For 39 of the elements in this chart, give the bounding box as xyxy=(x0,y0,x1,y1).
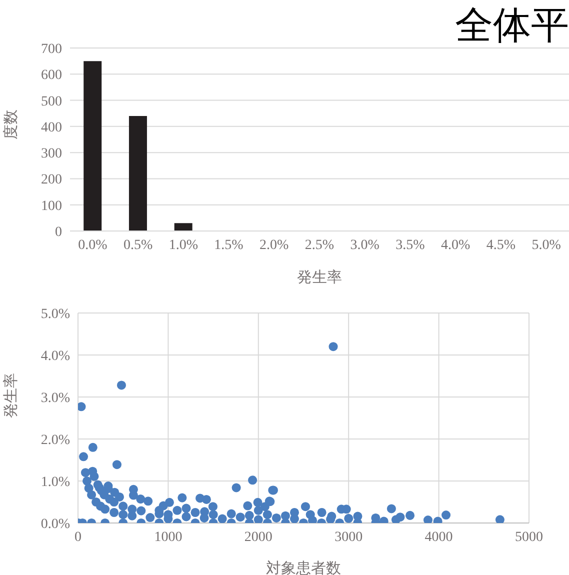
x-tick-label: 0 xyxy=(74,530,82,545)
x-tick-label: 1.0% xyxy=(168,238,198,253)
chart-title: 全体平 xyxy=(455,2,569,49)
bar xyxy=(84,61,102,231)
x-tick-label: 3.0% xyxy=(350,238,380,253)
y-tick-label: 0 xyxy=(55,224,62,240)
x-tick-label: 1000 xyxy=(154,530,182,545)
y-tick-label: 0.0% xyxy=(40,516,70,532)
y-tick-label: 700 xyxy=(41,42,62,57)
y-tick-label: 500 xyxy=(41,94,62,110)
y-tick-label: 400 xyxy=(41,120,62,136)
y-tick-label: 300 xyxy=(41,146,62,162)
x-tick-label: 2.5% xyxy=(304,238,334,253)
x-tick-label: 3.5% xyxy=(396,238,426,253)
x-tick-label: 3000 xyxy=(334,530,363,545)
y-axis-title: 度数 xyxy=(1,110,20,140)
x-tick-label: 4000 xyxy=(424,530,453,545)
y-tick-label: 3.0% xyxy=(40,390,70,406)
x-tick-label: 2000 xyxy=(244,530,272,545)
x-tick-label: 5.0% xyxy=(532,238,562,253)
y-tick-label: 600 xyxy=(41,68,62,84)
y-tick-label: 5.0% xyxy=(40,306,70,322)
y-axis-title: 発生率 xyxy=(1,373,20,418)
x-tick-label: 4.0% xyxy=(441,238,471,253)
x-tick-label: 1.5% xyxy=(214,238,244,253)
x-axis-title: 対象患者数 xyxy=(266,559,341,575)
x-tick-label: 0.5% xyxy=(123,238,153,253)
y-tick-label: 2.0% xyxy=(40,432,70,448)
x-tick-label: 5000 xyxy=(515,530,543,545)
y-tick-label: 100 xyxy=(41,198,62,214)
bar xyxy=(174,223,192,231)
y-tick-label: 200 xyxy=(41,172,62,188)
x-tick-label: 4.5% xyxy=(486,238,516,253)
y-tick-label: 4.0% xyxy=(40,348,70,364)
x-axis-title: 発生率 xyxy=(297,268,342,286)
x-tick-label: 2.0% xyxy=(260,238,290,253)
bar xyxy=(128,116,147,231)
x-tick-label: 0.0% xyxy=(78,238,108,253)
y-tick-label: 1.0% xyxy=(40,474,70,490)
